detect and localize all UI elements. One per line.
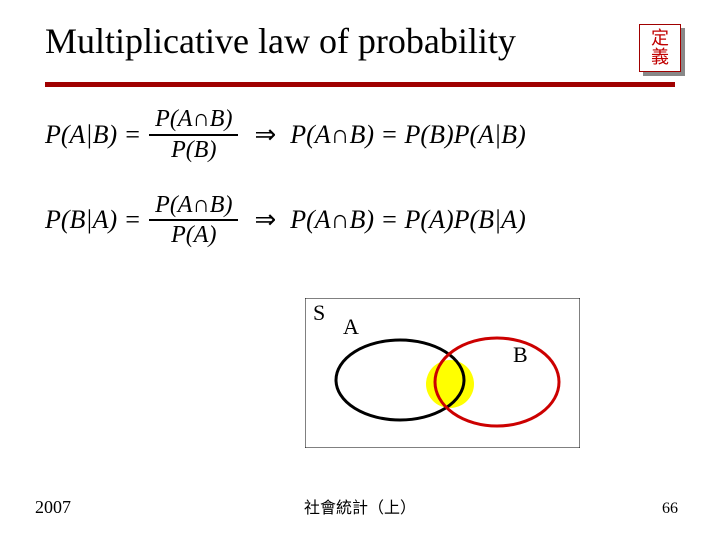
- label-s: S: [313, 300, 325, 325]
- eq1-fraction: P(A∩B) P(B): [149, 105, 238, 165]
- eq1-implies-icon: ⇒: [246, 119, 284, 152]
- eq2-fraction: P(A∩B) P(A): [149, 191, 238, 251]
- label-b: B: [513, 342, 528, 367]
- equation-2: P(B|A) = P(A∩B) P(A) ⇒ P(A∩B) = P(A)P(B|…: [45, 191, 675, 251]
- eq2-numerator: P(A∩B): [149, 191, 238, 220]
- eq1-numerator: P(A∩B): [149, 105, 238, 134]
- eq1-rhs: P(A∩B) = P(B)P(A|B): [290, 119, 525, 152]
- eq2-implies-icon: ⇒: [246, 204, 284, 237]
- venn-svg: S A B: [305, 298, 580, 448]
- slide: Multiplicative law of probability 定 義 P(…: [0, 0, 720, 540]
- badge-box: 定 義: [639, 24, 681, 72]
- eq2-lhs: P(B|A) =: [45, 204, 141, 237]
- venn-diagram: S A B: [305, 298, 580, 448]
- page-number: 66: [662, 500, 678, 518]
- formula-block: P(A|B) = P(A∩B) P(B) ⇒ P(A∩B) = P(B)P(A|…: [45, 105, 675, 250]
- badge-line-1: 定: [651, 29, 669, 48]
- label-a: A: [343, 314, 359, 339]
- intersection-highlight: [426, 360, 474, 408]
- eq1-denominator: P(B): [165, 136, 222, 165]
- title-underline: [45, 82, 675, 87]
- eq1-lhs: P(A|B) =: [45, 119, 141, 152]
- eq2-rhs: P(A∩B) = P(A)P(B|A): [290, 204, 525, 237]
- slide-title: Multiplicative law of probability: [45, 20, 516, 62]
- definition-badge: 定 義: [639, 24, 685, 76]
- title-row: Multiplicative law of probability 定 義: [45, 20, 675, 76]
- equation-1: P(A|B) = P(A∩B) P(B) ⇒ P(A∩B) = P(B)P(A|…: [45, 105, 675, 165]
- footer-year: 2007: [35, 497, 71, 518]
- footer-center: 社會統計（上）: [304, 494, 416, 518]
- badge-line-2: 義: [651, 48, 669, 67]
- eq2-denominator: P(A): [165, 221, 222, 250]
